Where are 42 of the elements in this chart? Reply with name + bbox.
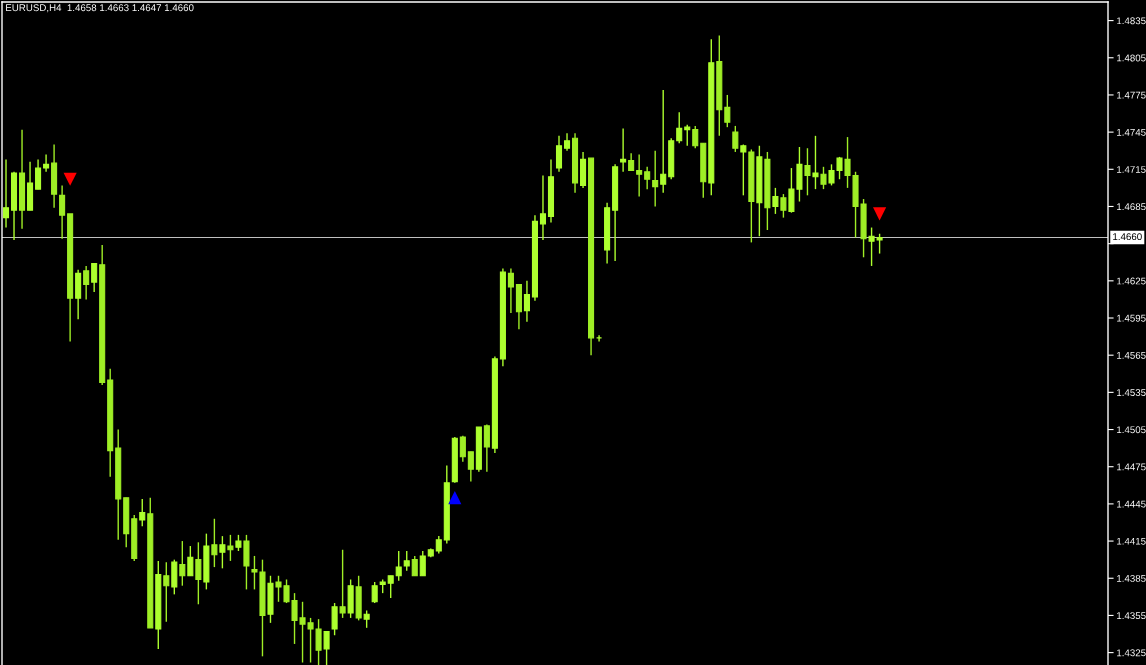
candlestick	[211, 518, 218, 568]
y-tick-label: 1.4745	[1117, 128, 1146, 136]
y-tick-label: 1.4625	[1117, 277, 1146, 285]
candlestick	[820, 166, 827, 190]
candlestick	[323, 630, 330, 665]
y-tick-label: 1.4685	[1117, 203, 1146, 211]
candlestick	[267, 575, 274, 624]
candlestick	[387, 575, 394, 599]
candlestick	[219, 535, 226, 570]
candlestick	[403, 550, 410, 572]
candlestick	[243, 534, 250, 591]
y-tick-label: 1.4535	[1117, 389, 1146, 396]
y-tick-label: 1.4595	[1117, 314, 1146, 322]
candlestick	[780, 193, 787, 219]
y-tick-label: 1.4325	[1117, 649, 1146, 657]
point	[63, 172, 77, 186]
point	[873, 207, 887, 221]
y-tick-label: 1.4775	[1117, 91, 1146, 99]
y-tick-label: 1.4385	[1117, 574, 1146, 582]
chart-title: EURUSD,H4 1.4658 1.4663 1.4647 1.4660	[6, 4, 194, 13]
candlestick	[756, 145, 763, 237]
candlestick	[804, 147, 811, 197]
candlestick	[331, 602, 338, 636]
point	[448, 491, 462, 505]
ref-line-label: 1.4660	[1113, 233, 1142, 241]
candlestick	[347, 578, 354, 619]
candlestick	[339, 549, 346, 619]
candlestick	[740, 143, 747, 197]
candlestick	[764, 151, 771, 231]
y-tick-label: 1.4715	[1117, 166, 1146, 173]
candlestick	[227, 534, 234, 562]
y-tick-label: 1.4565	[1117, 351, 1146, 359]
candlestick	[812, 135, 819, 190]
y-tick-label: 1.4355	[1117, 612, 1146, 620]
candlestick	[772, 187, 779, 215]
candlestick	[203, 532, 210, 591]
y-tick-label: 1.4505	[1117, 426, 1146, 434]
y-tick-label: 1.4805	[1117, 54, 1146, 62]
y-tick-label: 1.4445	[1117, 500, 1146, 508]
y-tick-label: 1.4835	[1117, 17, 1146, 25]
y-tick-label: 1.4475	[1117, 463, 1146, 471]
y-tick-label: 1.4415	[1117, 537, 1146, 545]
